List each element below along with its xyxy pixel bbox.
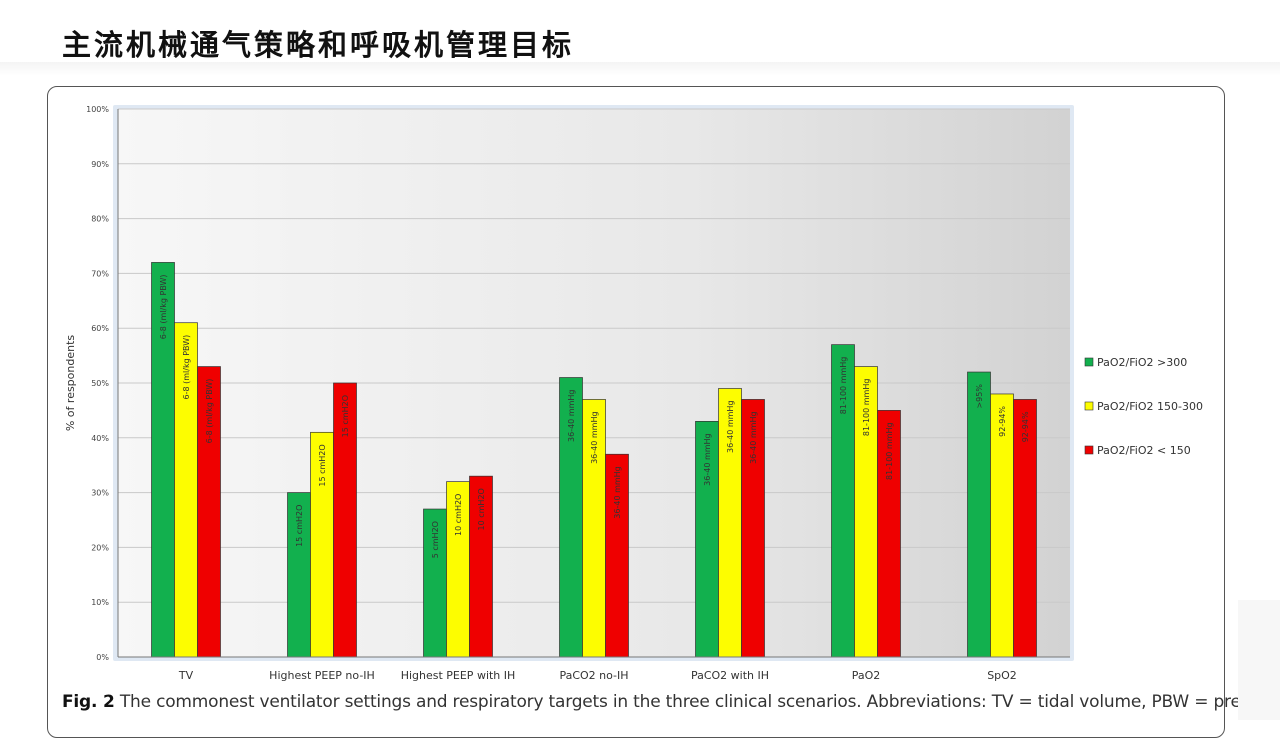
edge-strip [1238,600,1280,720]
bar-data-label: 81-100 mmHg [885,422,894,480]
y-tick-label: 100% [86,105,109,114]
slide-title: 主流机械通气策略和呼吸机管理目标 [62,28,575,62]
legend-label: PaO2/FiO2 < 150 [1097,444,1191,457]
bars: 6-8 (ml/kg PBW) 6-8 (ml/kg PBW) 6-8 (ml/kg… [151,262,1037,658]
y-axis-label: % of respondents [64,335,77,432]
y-tick-label: 70% [91,269,109,278]
legend-swatch [1084,401,1094,411]
y-tick-label: 80% [91,215,109,224]
bar-data-label: 92-94% [998,406,1007,437]
bar-data-label: 36-40 mmHg [749,411,758,463]
bar-data-label: 81-100 mmHg [839,357,848,415]
caption-label: Fig. 2 [62,692,115,712]
bar-data-label: 36-40 mmHg [726,400,735,452]
figure-caption: Fig. 2 The commonest ventilator settings… [62,692,1280,712]
axes: 0% 10% 20% 30% 40% 50% 60% 70% 80% 90% 100% TV Highe… [86,105,1070,682]
x-tick-label: PaO2 [852,669,881,682]
y-tick-label: 20% [91,543,109,552]
x-tick-label: PaCO2 no-IH [559,669,628,682]
bar-data-label: 15 cmH2O [318,444,327,486]
y-tick-label: 60% [91,324,109,333]
legend-label: PaO2/FiO2 150-300 [1097,400,1203,413]
bar-data-label: 6-8 (ml/kg PBW) [159,274,168,339]
x-tick-label: SpO2 [987,669,1017,682]
x-tick-label: Highest PEEP with IH [401,669,516,682]
legend: PaO2/FiO2 >300 PaO2/FiO2 150-300 PaO2/FiO2… [1084,356,1203,457]
x-tick-label: PaCO2 with IH [691,669,769,682]
y-tick-label: 0% [96,653,109,662]
bar-data-label: 36-40 mmHg [613,466,622,518]
bar-chart: 6-8 (ml/kg PBW) 6-8 (ml/kg PBW) 6-8 (ml/kg… [64,105,1203,682]
bar-data-label: 10 cmH2O [477,488,486,530]
y-tick-label: 10% [91,598,109,607]
gridlines [118,108,1070,603]
bar-data-label: 81-100 mmHg [862,379,871,437]
x-tick-label: TV [178,669,194,682]
legend-swatch [1084,357,1094,367]
caption-text: The commonest ventilator settings and re… [119,692,1280,712]
bar-data-label: 92-94% [1021,411,1030,442]
bar-data-label: 15 cmH2O [341,395,350,437]
bar-data-label: 6-8 (ml/kg PBW) [182,335,191,400]
legend-swatch [1084,445,1094,455]
bar-data-label: 36-40 mmHg [567,390,576,442]
legend-label: PaO2/FiO2 >300 [1097,356,1187,369]
bar [967,371,991,658]
bar-data-label: 36-40 mmHg [703,433,712,485]
y-tick-label: 40% [91,434,109,443]
bar-data-label: 10 cmH2O [454,494,463,536]
x-tick-label: Highest PEEP no-IH [269,669,375,682]
bar-data-label: >95% [975,384,984,409]
bar-data-label: 6-8 (ml/kg PBW) [205,379,214,444]
y-tick-label: 30% [91,489,109,498]
bar-data-label: 15 cmH2O [295,505,304,547]
y-tick-label: 90% [91,160,109,169]
bar-data-label: 36-40 mmHg [590,411,599,463]
bar-data-label: 5 cmH2O [431,521,440,558]
y-tick-label: 50% [91,379,109,388]
title-band [0,62,1280,76]
